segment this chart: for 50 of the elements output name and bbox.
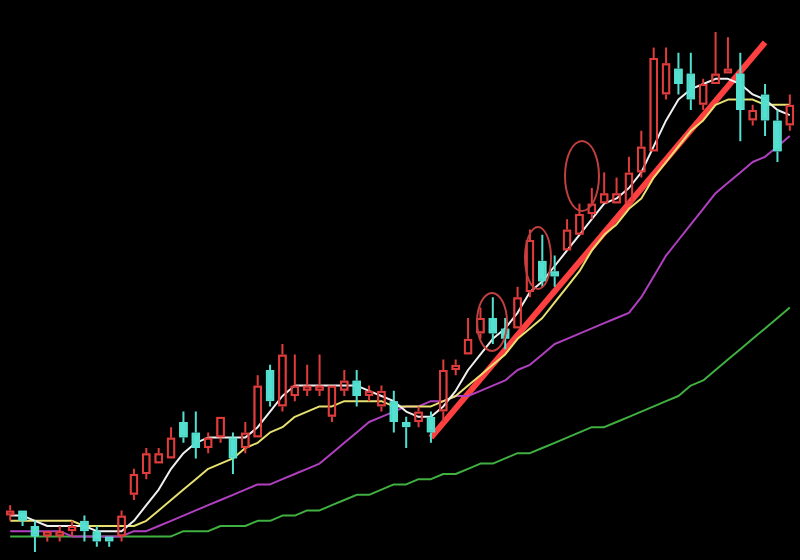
candlestick [129,467,139,501]
candlestick [117,509,126,543]
candlestick [265,363,275,408]
candlestick [463,317,473,355]
candlestick [166,426,176,459]
candlestick [389,389,399,434]
candlestick [191,410,201,460]
candlestick [562,218,572,251]
candlestick [785,93,795,132]
candlestick [537,233,547,288]
candlestick [352,369,362,408]
candlestick [686,51,696,111]
candlestick [278,343,287,413]
candlestick [760,83,770,137]
candlestick [42,531,52,543]
candlestick [723,36,733,74]
candlestick [401,415,411,449]
candlestick [674,51,683,96]
candlestick [438,358,448,423]
candlestick [377,384,386,413]
candlestick [18,510,27,527]
candlestick [80,514,89,543]
candlestick [364,384,374,403]
candlestick [141,447,151,481]
candlestick [661,46,671,101]
candlestick [92,525,102,548]
candlestick [67,519,77,538]
candlestick [228,431,238,475]
candlestick [624,155,634,204]
candlestick [216,416,225,444]
candlestick [327,385,337,423]
candlestick [488,296,498,345]
candlestick [698,77,708,111]
candlestick [302,363,312,397]
candlestick [612,176,621,204]
candlestick [550,254,560,288]
candlestick [773,109,782,163]
candlestick [513,285,522,329]
candlestick [315,353,324,397]
candlestick [240,421,250,455]
candlestick [649,46,659,152]
candlestick [636,129,646,179]
candlestick [55,525,65,543]
candlestick [735,51,745,143]
candlestick [179,410,188,444]
candlestick [253,374,263,438]
candlestick [104,536,114,548]
candlestick [426,410,436,444]
candlestick [5,504,15,522]
candlestick [30,519,40,553]
